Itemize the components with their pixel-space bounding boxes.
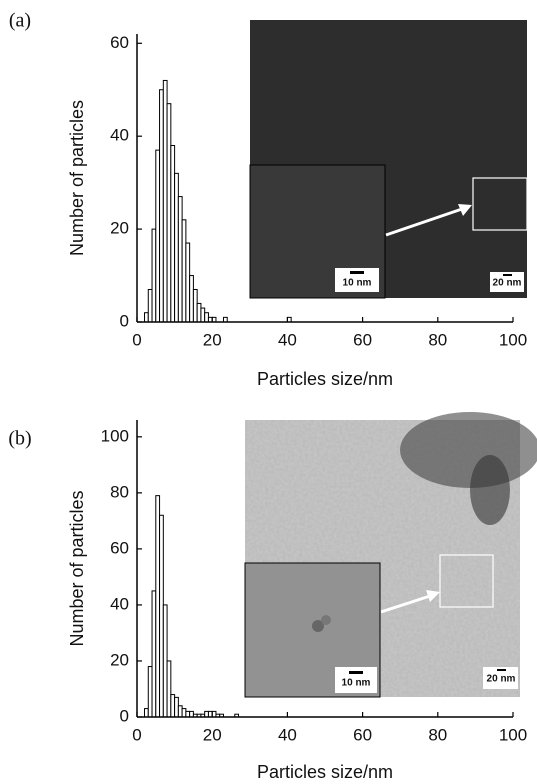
bar <box>170 694 176 718</box>
y-tick-label: 100 <box>101 426 129 445</box>
bar <box>174 172 179 323</box>
bar <box>147 666 153 718</box>
y-tick-label: 0 <box>120 311 129 330</box>
bar <box>185 710 191 718</box>
tem-image-b <box>244 412 537 698</box>
bar <box>159 514 164 718</box>
bar <box>151 228 157 323</box>
tem-image-a <box>249 20 528 299</box>
bar <box>155 149 161 323</box>
bar <box>170 144 176 323</box>
scale-bar-label: 20 nm <box>487 674 516 685</box>
bar <box>144 312 149 323</box>
x-tick-label: 80 <box>428 330 447 349</box>
scale-bar-label: 10 nm <box>342 678 371 689</box>
scale-bar-label: 10 nm <box>343 278 372 289</box>
bar <box>151 590 157 718</box>
x-axis-label: Particles size/nm <box>257 762 393 782</box>
bar <box>162 79 168 323</box>
bar <box>177 196 183 323</box>
bar <box>166 103 172 323</box>
bar <box>159 89 164 323</box>
bar <box>155 495 161 718</box>
y-tick-label: 40 <box>110 594 129 613</box>
x-tick-label: 20 <box>203 725 222 744</box>
y-tick-label: 0 <box>120 706 129 725</box>
bar <box>147 288 153 323</box>
bar <box>144 708 149 718</box>
y-tick-label: 80 <box>110 482 129 501</box>
bar <box>204 710 209 718</box>
x-tick-label: 60 <box>353 330 372 349</box>
bar <box>181 219 187 323</box>
bar <box>162 604 168 718</box>
bar <box>192 288 198 323</box>
bar <box>204 312 209 323</box>
bar <box>189 275 194 323</box>
x-tick-label: 100 <box>499 330 527 349</box>
x-tick-label: 40 <box>278 725 297 744</box>
x-tick-label: 80 <box>428 725 447 744</box>
bar <box>177 705 183 718</box>
panel-label: (b) <box>8 428 31 450</box>
y-tick-label: 60 <box>110 33 129 52</box>
x-axis-label: Particles size/nm <box>257 369 393 389</box>
x-tick-label: 60 <box>353 725 372 744</box>
y-tick-label: 40 <box>110 126 129 145</box>
bar <box>166 660 172 718</box>
x-tick-label: 0 <box>132 330 141 349</box>
y-tick-label: 60 <box>110 538 129 557</box>
x-tick-label: 40 <box>278 330 297 349</box>
bar <box>196 302 202 323</box>
scale-bar-label: 20 nm <box>493 278 522 289</box>
y-axis-label: Number of particles <box>67 490 87 646</box>
bar <box>200 307 206 323</box>
bar <box>189 710 194 718</box>
x-tick-label: 20 <box>203 330 222 349</box>
bar <box>185 242 191 323</box>
x-tick-label: 100 <box>499 725 527 744</box>
x-tick-label: 0 <box>132 725 141 744</box>
y-axis-label: Number of particles <box>67 100 87 256</box>
y-tick-label: 20 <box>110 650 129 669</box>
bar <box>174 696 179 718</box>
y-tick-label: 20 <box>110 219 129 238</box>
panel-label: (a) <box>9 10 31 32</box>
bar <box>181 708 187 718</box>
